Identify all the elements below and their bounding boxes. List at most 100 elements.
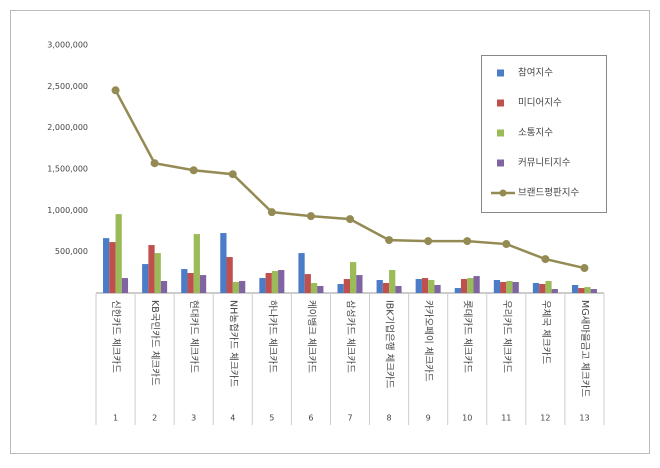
category-rank: 8 bbox=[387, 414, 392, 423]
line-marker bbox=[385, 236, 394, 245]
bar bbox=[421, 278, 429, 293]
legend-label: 소통지수 bbox=[518, 128, 553, 139]
bar bbox=[434, 284, 441, 293]
y-tick-label: 2,000,000 bbox=[47, 123, 88, 132]
bar bbox=[109, 242, 116, 293]
x-tick-label: NH농협카드 체크카드 bbox=[227, 300, 239, 387]
bar bbox=[571, 284, 579, 293]
category-rank: 11 bbox=[501, 414, 511, 423]
y-tick-label: 1,500,000 bbox=[47, 165, 88, 174]
bar bbox=[278, 270, 285, 293]
category-rank: 2 bbox=[152, 414, 157, 423]
bar bbox=[103, 238, 110, 293]
legend-label: 미디어지수 bbox=[518, 98, 562, 109]
line-marker bbox=[189, 166, 198, 175]
bar bbox=[460, 279, 468, 293]
bar bbox=[343, 279, 350, 293]
bar bbox=[226, 257, 233, 293]
bar bbox=[350, 262, 357, 293]
x-tick-label: 롯데카드 체크카드 bbox=[462, 300, 473, 373]
bar bbox=[304, 274, 311, 293]
bar bbox=[239, 281, 246, 293]
legend-swatch bbox=[497, 99, 504, 107]
line-marker bbox=[306, 212, 315, 221]
bar bbox=[428, 280, 435, 293]
legend-label: 참여지수 bbox=[518, 67, 553, 79]
bar bbox=[232, 282, 240, 293]
bar bbox=[539, 283, 546, 293]
bar bbox=[121, 278, 129, 293]
bar bbox=[337, 283, 344, 293]
bar bbox=[506, 281, 513, 293]
bar bbox=[467, 278, 474, 293]
bar bbox=[199, 275, 207, 293]
line-marker bbox=[424, 237, 433, 246]
bar bbox=[220, 233, 227, 293]
legend-swatch bbox=[497, 159, 504, 167]
bar bbox=[154, 253, 161, 293]
x-tick-label: 삼성카드 체크카드 bbox=[345, 300, 356, 373]
bar bbox=[584, 287, 591, 293]
bar bbox=[376, 280, 383, 293]
line-marker bbox=[580, 264, 589, 273]
x-tick-label: 하나카드 체크카드 bbox=[266, 300, 278, 373]
bar bbox=[382, 282, 390, 293]
bar bbox=[532, 282, 540, 293]
bar bbox=[395, 285, 402, 293]
bar bbox=[265, 272, 272, 293]
bar bbox=[500, 282, 507, 293]
line-marker bbox=[150, 159, 159, 168]
y-tick-label: 3,000,000 bbox=[47, 41, 88, 50]
x-tick-label: 신한카드 체크카드 bbox=[110, 300, 121, 373]
x-tick-label: 카카오페이 체크카드 bbox=[423, 300, 434, 382]
category-rank: 4 bbox=[230, 414, 235, 423]
bar bbox=[473, 276, 480, 293]
bar bbox=[512, 282, 519, 293]
legend-swatch bbox=[497, 69, 504, 77]
legend-swatch bbox=[497, 129, 504, 137]
y-tick-label: 500,000 bbox=[55, 247, 88, 256]
bar bbox=[193, 234, 200, 293]
bar bbox=[493, 280, 501, 293]
category-rank: 3 bbox=[191, 414, 196, 423]
y-tick-label: 2,500,000 bbox=[47, 82, 88, 91]
x-tick-label: 우리카드 체크카드 bbox=[501, 300, 512, 373]
bar bbox=[454, 288, 461, 293]
bar bbox=[590, 289, 597, 293]
bar bbox=[259, 278, 266, 293]
bar bbox=[317, 285, 324, 293]
legend-swatch bbox=[499, 189, 507, 197]
bar bbox=[271, 271, 279, 293]
x-tick-label: MG새마을금고 체크카드 bbox=[579, 300, 590, 397]
line-marker bbox=[463, 237, 472, 246]
category-rank: 1 bbox=[113, 414, 118, 423]
x-tick-label: 우체국 체크카드 bbox=[540, 300, 551, 364]
category-rank: 10 bbox=[462, 414, 472, 423]
bar bbox=[389, 270, 396, 293]
line-marker bbox=[346, 215, 354, 224]
category-rank: 13 bbox=[579, 414, 589, 423]
legend-label: 커뮤니티지수 bbox=[518, 158, 571, 169]
bar bbox=[356, 275, 363, 293]
bar bbox=[142, 264, 149, 293]
y-tick-label: 1,000,000 bbox=[47, 206, 88, 215]
legend-label: 브랜드평판지수 bbox=[518, 188, 579, 199]
x-tick-label: 케이뱅크 체크카드 bbox=[305, 300, 316, 373]
x-tick-label: 현대카드 체크카드 bbox=[188, 300, 199, 373]
bar bbox=[181, 269, 188, 293]
line-marker bbox=[228, 170, 237, 179]
bar bbox=[551, 289, 558, 293]
bar bbox=[160, 281, 168, 293]
line-marker bbox=[502, 240, 511, 249]
category-rank: 7 bbox=[347, 414, 352, 423]
bar bbox=[115, 214, 122, 293]
category-rank: 12 bbox=[540, 414, 550, 423]
bar bbox=[578, 288, 585, 293]
line-marker bbox=[111, 86, 120, 95]
category-rank: 5 bbox=[269, 414, 274, 423]
bar bbox=[187, 272, 194, 293]
bar bbox=[148, 245, 155, 293]
x-tick-label: KB국민카드 체크카드 bbox=[149, 300, 160, 386]
category-rank: 6 bbox=[308, 414, 313, 423]
